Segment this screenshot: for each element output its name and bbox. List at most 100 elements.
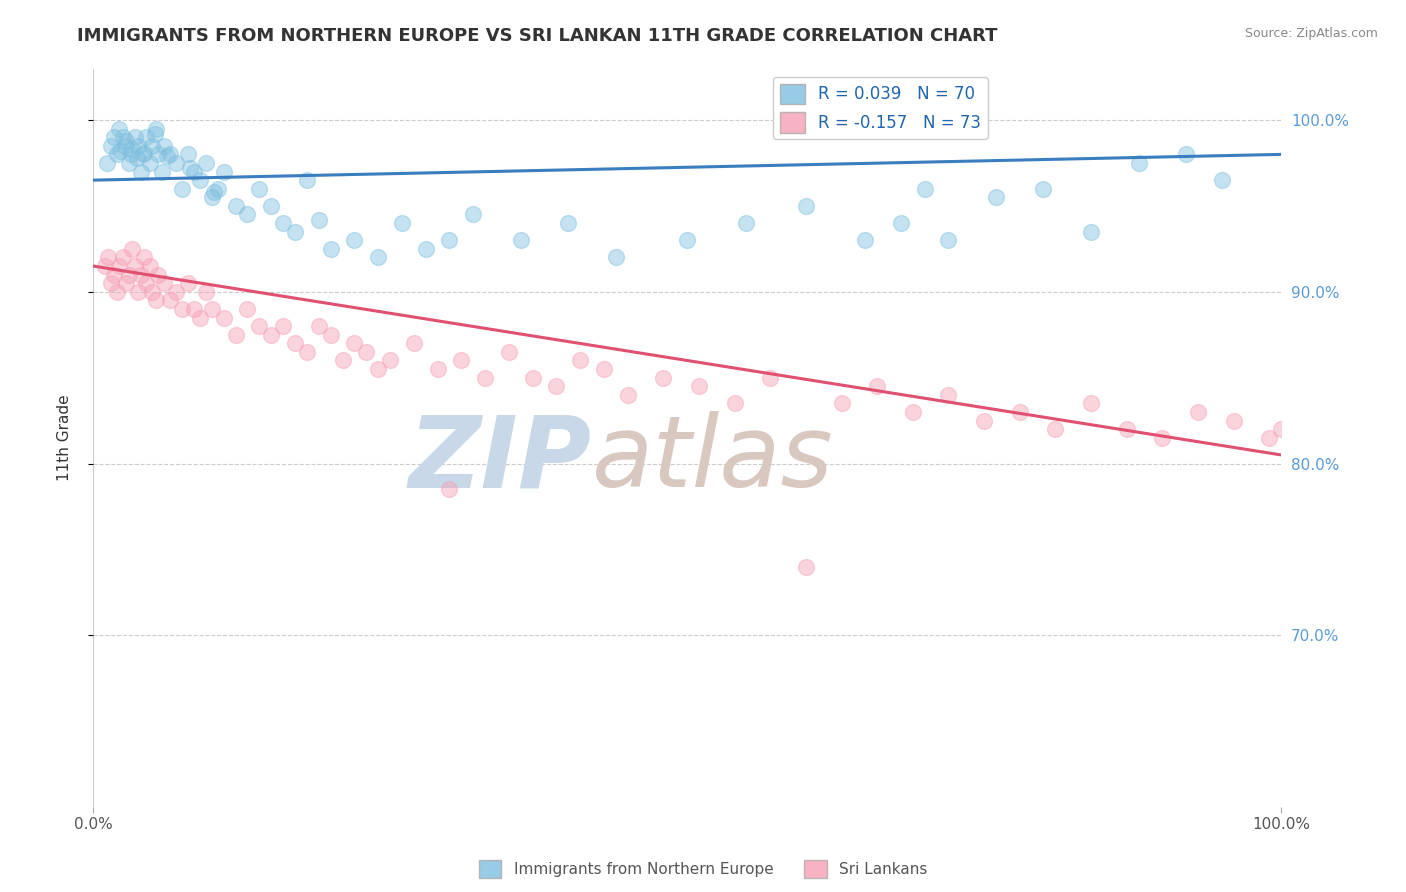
Point	[938, 388, 960, 402]
Point	[1175, 147, 1198, 161]
Point	[97, 251, 120, 265]
Point	[332, 353, 354, 368]
Text: Source: ZipAtlas.com: Source: ZipAtlas.com	[1244, 27, 1378, 40]
Point	[1211, 173, 1233, 187]
Point	[159, 147, 181, 161]
Point	[183, 301, 205, 316]
Point	[794, 199, 817, 213]
Point	[118, 156, 141, 170]
Point	[125, 151, 148, 165]
Point	[391, 216, 413, 230]
Legend: R = 0.039   N = 70, R = -0.157   N = 73: R = 0.039 N = 70, R = -0.157 N = 73	[773, 77, 987, 139]
Point	[1115, 422, 1137, 436]
Text: IMMIGRANTS FROM NORTHERN EUROPE VS SRI LANKAN 11TH GRADE CORRELATION CHART: IMMIGRANTS FROM NORTHERN EUROPE VS SRI L…	[77, 27, 998, 45]
Point	[605, 251, 627, 265]
Point	[105, 147, 128, 161]
Point	[378, 353, 401, 368]
Point	[853, 233, 876, 247]
Point	[139, 259, 162, 273]
Point	[319, 242, 342, 256]
Point	[114, 138, 136, 153]
Point	[139, 156, 162, 170]
Point	[474, 370, 496, 384]
Point	[135, 276, 157, 290]
Point	[794, 559, 817, 574]
Point	[177, 276, 200, 290]
Point	[96, 156, 118, 170]
Point	[914, 182, 936, 196]
Point	[308, 319, 330, 334]
Point	[260, 327, 283, 342]
Point	[260, 199, 283, 213]
Point	[159, 293, 181, 308]
Point	[1080, 396, 1102, 410]
Point	[129, 164, 152, 178]
Point	[148, 147, 170, 161]
Point	[831, 396, 853, 410]
Point	[439, 483, 461, 497]
Point	[367, 362, 389, 376]
Point	[426, 362, 449, 376]
Point	[509, 233, 531, 247]
Point	[94, 259, 117, 273]
Point	[115, 276, 138, 290]
Point	[593, 362, 616, 376]
Point	[132, 147, 155, 161]
Point	[111, 251, 134, 265]
Point	[236, 207, 259, 221]
Point	[1270, 422, 1292, 436]
Point	[984, 190, 1007, 204]
Point	[616, 388, 638, 402]
Point	[121, 242, 143, 256]
Point	[129, 268, 152, 282]
Point	[938, 233, 960, 247]
Point	[343, 336, 366, 351]
Point	[207, 182, 229, 196]
Point	[121, 142, 143, 156]
Point	[402, 336, 425, 351]
Point	[1080, 225, 1102, 239]
Point	[165, 285, 187, 299]
Point	[115, 134, 138, 148]
Point	[212, 310, 235, 325]
Point	[271, 319, 294, 334]
Point	[124, 130, 146, 145]
Point	[201, 301, 224, 316]
Point	[1222, 414, 1244, 428]
Point	[108, 259, 131, 273]
Point	[557, 216, 579, 230]
Point	[127, 138, 149, 153]
Point	[141, 138, 163, 153]
Point	[723, 396, 745, 410]
Point	[247, 319, 270, 334]
Point	[1152, 431, 1174, 445]
Point	[194, 285, 217, 299]
Point	[100, 138, 122, 153]
Point	[183, 164, 205, 178]
Point	[108, 121, 131, 136]
Point	[522, 370, 544, 384]
Point	[225, 199, 247, 213]
Point	[105, 285, 128, 299]
Point	[308, 212, 330, 227]
Point	[295, 173, 318, 187]
Point	[120, 147, 142, 161]
Point	[165, 156, 187, 170]
Point	[124, 259, 146, 273]
Point	[569, 353, 592, 368]
Point	[295, 344, 318, 359]
Point	[498, 344, 520, 359]
Point	[103, 268, 125, 282]
Point	[150, 164, 173, 178]
Text: atlas: atlas	[592, 411, 834, 508]
Point	[132, 251, 155, 265]
Point	[343, 233, 366, 247]
Point	[415, 242, 437, 256]
Legend: Immigrants from Northern Europe, Sri Lankans: Immigrants from Northern Europe, Sri Lan…	[472, 854, 934, 884]
Point	[1258, 431, 1281, 445]
Point	[759, 370, 782, 384]
Point	[236, 301, 259, 316]
Point	[367, 251, 389, 265]
Point	[135, 130, 157, 145]
Point	[225, 327, 247, 342]
